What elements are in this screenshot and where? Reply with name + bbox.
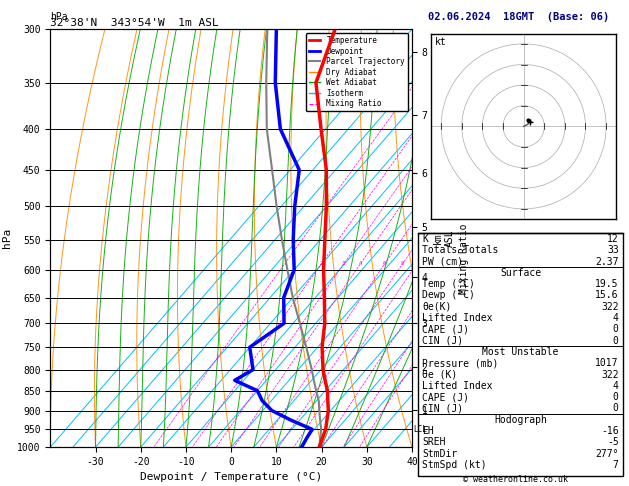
Text: Temp (°C): Temp (°C) — [423, 279, 476, 289]
Text: 8: 8 — [401, 261, 404, 266]
Text: θe (K): θe (K) — [423, 369, 458, 380]
Text: 12: 12 — [607, 234, 619, 244]
Text: LCL: LCL — [413, 425, 427, 434]
Text: EH: EH — [423, 426, 434, 436]
Text: 4: 4 — [613, 381, 619, 391]
Text: CIN (J): CIN (J) — [423, 403, 464, 414]
Text: -16: -16 — [601, 426, 619, 436]
Text: Surface: Surface — [500, 268, 541, 278]
Text: 15.6: 15.6 — [595, 291, 619, 300]
Text: 02.06.2024  18GMT  (Base: 06): 02.06.2024 18GMT (Base: 06) — [428, 12, 610, 22]
Text: 2: 2 — [320, 261, 323, 266]
Text: 0: 0 — [613, 392, 619, 402]
Text: StmDir: StmDir — [423, 449, 458, 459]
Y-axis label: km
ASL: km ASL — [433, 229, 455, 247]
Text: 19.5: 19.5 — [595, 279, 619, 289]
Text: CAPE (J): CAPE (J) — [423, 392, 469, 402]
Text: Mixing Ratio (g/kg): Mixing Ratio (g/kg) — [459, 182, 469, 294]
Text: -5: -5 — [607, 437, 619, 448]
Text: hPa: hPa — [50, 12, 68, 22]
X-axis label: Dewpoint / Temperature (°C): Dewpoint / Temperature (°C) — [140, 472, 322, 483]
Text: Hodograph: Hodograph — [494, 415, 547, 425]
Text: 322: 322 — [601, 302, 619, 312]
Text: 0: 0 — [613, 403, 619, 414]
Y-axis label: hPa: hPa — [1, 228, 11, 248]
Text: 4: 4 — [613, 313, 619, 323]
Text: Pressure (mb): Pressure (mb) — [423, 358, 499, 368]
Text: kt: kt — [435, 37, 447, 47]
Text: 2.37: 2.37 — [595, 257, 619, 266]
Text: Dewp (°C): Dewp (°C) — [423, 291, 476, 300]
Text: 0: 0 — [613, 324, 619, 334]
Legend: Temperature, Dewpoint, Parcel Trajectory, Dry Adiabat, Wet Adiabat, Isotherm, Mi: Temperature, Dewpoint, Parcel Trajectory… — [306, 33, 408, 111]
Text: 33: 33 — [607, 245, 619, 255]
Text: θe(K): θe(K) — [423, 302, 452, 312]
Text: 322: 322 — [601, 369, 619, 380]
Text: © weatheronline.co.uk: © weatheronline.co.uk — [464, 474, 568, 484]
Text: 277°: 277° — [595, 449, 619, 459]
Text: 1017: 1017 — [595, 358, 619, 368]
Text: 32°38'N  343°54'W  1m ASL: 32°38'N 343°54'W 1m ASL — [50, 18, 219, 28]
Text: 4: 4 — [359, 261, 362, 266]
Text: StmSpd (kt): StmSpd (kt) — [423, 460, 487, 470]
Text: PW (cm): PW (cm) — [423, 257, 464, 266]
Text: Lifted Index: Lifted Index — [423, 381, 493, 391]
Text: Totals Totals: Totals Totals — [423, 245, 499, 255]
Text: 0: 0 — [613, 336, 619, 346]
Text: 3: 3 — [342, 261, 345, 266]
Text: K: K — [423, 234, 428, 244]
Text: CIN (J): CIN (J) — [423, 336, 464, 346]
Text: Most Unstable: Most Unstable — [482, 347, 559, 357]
Text: Lifted Index: Lifted Index — [423, 313, 493, 323]
Text: 6: 6 — [383, 261, 386, 266]
Text: CAPE (J): CAPE (J) — [423, 324, 469, 334]
Text: 1: 1 — [283, 261, 286, 266]
Text: SREH: SREH — [423, 437, 446, 448]
Text: 7: 7 — [613, 460, 619, 470]
